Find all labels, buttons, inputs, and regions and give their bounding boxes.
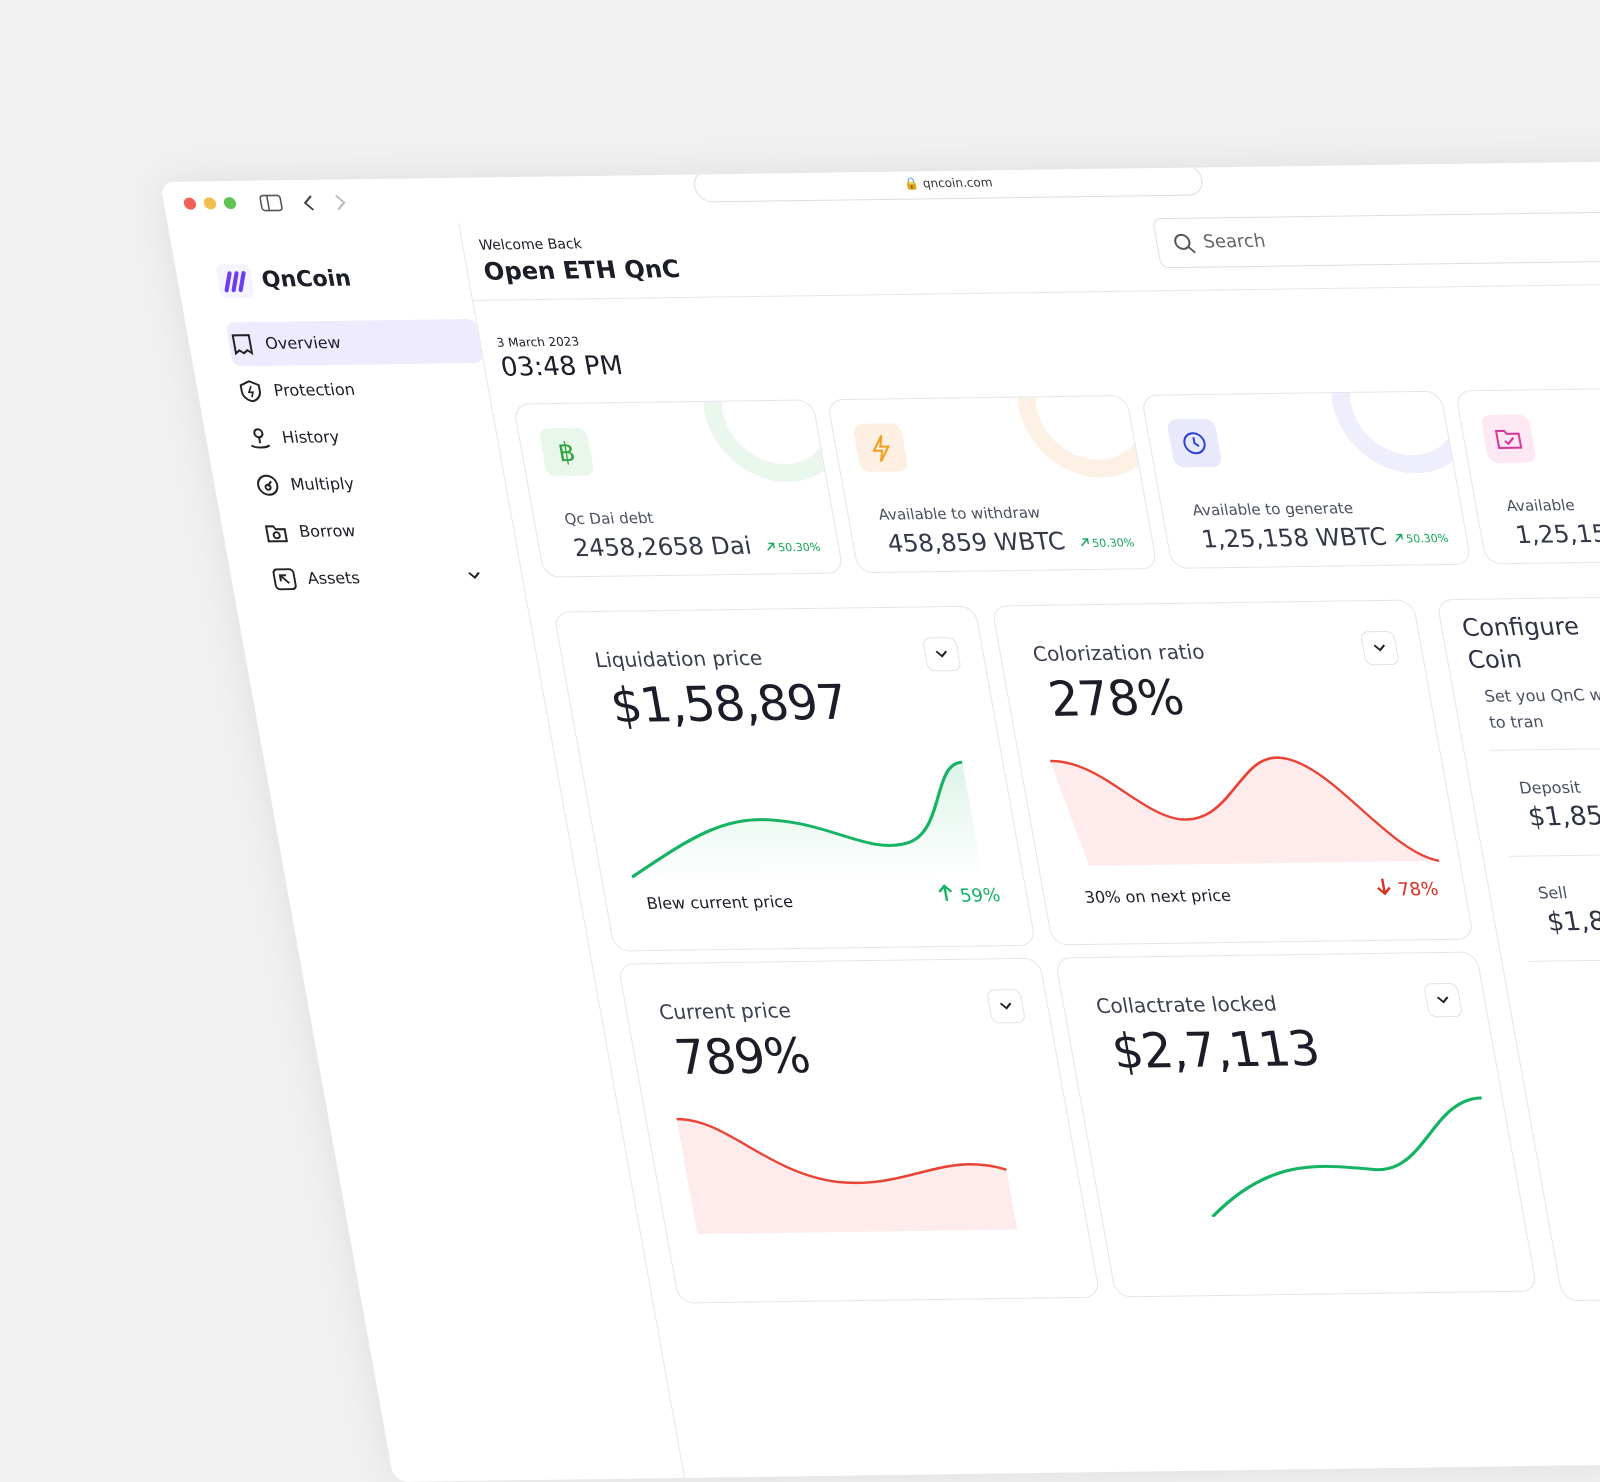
sparkline xyxy=(631,760,983,883)
stat-change: 50.30% xyxy=(1393,531,1450,546)
metric-value: 789% xyxy=(670,1028,814,1087)
stat-card[interactable]: ฿ Qc Dai debt 2458,2658 Dai 50.30% xyxy=(512,399,844,578)
sparkline xyxy=(676,1117,1018,1235)
nav-label: Overview xyxy=(263,332,343,353)
metric-card: Colorization ratio 278% 30% on next pric… xyxy=(991,599,1475,946)
date: 3 March 2023 xyxy=(495,334,581,350)
nav-label: Multiply xyxy=(288,474,356,494)
metric-note: Blew current price xyxy=(645,891,795,914)
url: qncoin.com xyxy=(921,175,994,191)
trend-arrow xyxy=(938,884,953,901)
stat-value: 1,25,15 xyxy=(1513,519,1600,549)
metric-card: Collactrate locked $2,7,113 xyxy=(1054,951,1538,1298)
nav-item[interactable]: Multiply xyxy=(251,460,509,508)
metric-change-value: 78% xyxy=(1396,878,1441,901)
stat-label: Qc Dai debt xyxy=(562,508,655,529)
stat-change: 50.30% xyxy=(765,540,822,555)
metric-change: 78% xyxy=(1374,877,1440,901)
browser-window: 🔒 qncoin.com QnCoin Overview Protection … xyxy=(160,160,1600,1482)
svg-text:฿: ฿ xyxy=(556,438,578,468)
metric-value: $1,58,897 xyxy=(606,674,852,735)
stat-change-value: 50.30% xyxy=(1405,531,1450,546)
stat-card[interactable]: Available to generate 1,25,158 WBTC 50.3… xyxy=(1140,390,1472,569)
time: 03:48 PM xyxy=(498,351,626,383)
stat-value: 458,859 WBTC xyxy=(885,527,1068,558)
metric-title: Current price xyxy=(657,998,793,1025)
page-title: Open ETH QnC xyxy=(481,254,683,286)
config-item-label: Sell xyxy=(1536,883,1569,903)
config-item-value: $1,85,8 xyxy=(1525,801,1600,833)
config-title: Configure Coin xyxy=(1459,612,1582,674)
stat-change: 50.30% xyxy=(1079,536,1136,550)
dropdown[interactable] xyxy=(921,637,962,672)
nav-label: Assets xyxy=(305,568,362,588)
metric-card: Liquidation price $1,58,897 Blew current… xyxy=(553,605,1037,952)
nav-item[interactable]: Protection xyxy=(234,366,492,414)
logo xyxy=(216,264,254,299)
nav-item[interactable]: Overview xyxy=(225,318,484,367)
stat-value: 2458,2658 Dai xyxy=(571,531,754,563)
nav-label: History xyxy=(280,427,341,447)
config-item-label: Deposit xyxy=(1517,777,1583,798)
metric-card: Current price 789% xyxy=(617,957,1101,1304)
stat-value: 1,25,158 WBTC xyxy=(1199,522,1390,554)
header-divider xyxy=(472,281,1600,301)
config-description: Set you QnC want to tran xyxy=(1482,684,1600,732)
search-placeholder: Search xyxy=(1201,230,1268,253)
nav-item[interactable]: History xyxy=(242,413,500,461)
address-bar[interactable]: 🔒 qncoin.com xyxy=(691,163,1206,203)
sparkline xyxy=(1211,1096,1483,1219)
max-dot[interactable] xyxy=(222,196,238,210)
metric-title: Liquidation price xyxy=(592,645,765,673)
sidebar: QnCoin Overview Protection History Multi… xyxy=(168,222,686,1482)
metric-title: Colorization ratio xyxy=(1030,639,1207,666)
trend-arrow xyxy=(1377,878,1392,896)
nav-label: Protection xyxy=(272,379,357,400)
stat-change-value: 50.30% xyxy=(1091,536,1136,550)
greeting: Welcome Back xyxy=(477,236,584,254)
stat-card[interactable]: Available 1,25,15 xyxy=(1454,386,1600,565)
nav-item[interactable]: Borrow xyxy=(259,507,517,555)
stat-card[interactable]: Available to withdraw 458,859 WBTC 50.30… xyxy=(826,395,1158,574)
dropdown[interactable] xyxy=(1359,630,1400,666)
nav-item[interactable]: Assets xyxy=(268,554,526,602)
brand: QnCoin xyxy=(259,266,353,293)
metric-title: Collactrate locked xyxy=(1094,991,1279,1018)
sparkline xyxy=(1049,756,1440,866)
toolbar-icons[interactable] xyxy=(258,191,362,214)
stat-label: Available to generate xyxy=(1190,499,1355,520)
min-dot[interactable] xyxy=(202,197,218,210)
stat-change-value: 50.30% xyxy=(777,540,822,555)
close-dot[interactable] xyxy=(182,197,198,210)
dropdown[interactable] xyxy=(986,989,1027,1024)
metric-value: 278% xyxy=(1044,670,1188,728)
stat-label: Available to withdraw xyxy=(876,503,1042,524)
metric-change: 59% xyxy=(936,883,1002,907)
stat-label: Available xyxy=(1504,496,1577,516)
config-item[interactable]: Sell $1,85 xyxy=(1509,851,1600,962)
search-box[interactable]: Search xyxy=(1152,209,1600,269)
dropdown[interactable] xyxy=(1423,982,1464,1018)
metric-note: 30% on next price xyxy=(1083,885,1233,907)
config-item[interactable]: Deposit $1,85,8 xyxy=(1490,745,1600,857)
nav-label: Borrow xyxy=(297,521,357,541)
page: 🔒 qncoin.com QnCoin Overview Protection … xyxy=(160,160,1600,1482)
metric-change-value: 59% xyxy=(958,885,1003,907)
config-item-value: $1,85 xyxy=(1544,906,1600,938)
metric-value: $2,7,113 xyxy=(1107,1021,1324,1080)
